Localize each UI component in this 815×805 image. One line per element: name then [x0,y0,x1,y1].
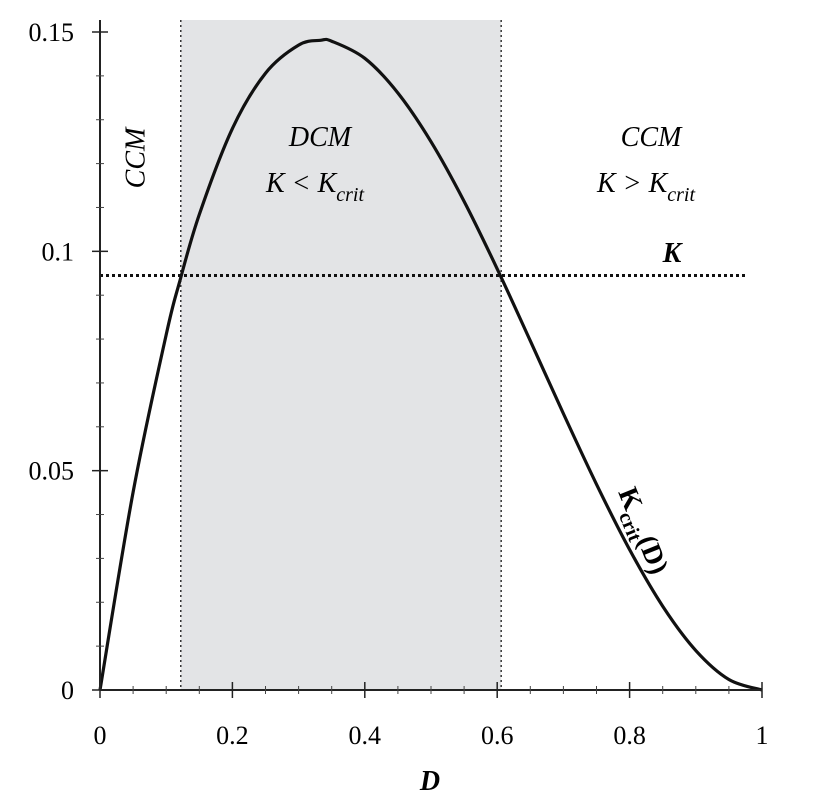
right-region-label: CCM [621,122,683,153]
threshold-label: K [662,238,684,269]
middle-condition-main: K < K [265,168,338,199]
right-condition-main: K > K [596,168,669,199]
right-condition-sub: crit [667,184,695,206]
middle-region-condition: K < Kcrit [265,168,364,206]
x-tick-label: 0 [94,721,107,750]
x-tick-label: 0.4 [349,721,382,750]
y-tick-label: 0.1 [42,237,75,266]
x-axis-title: D [419,766,440,797]
y-tick-label: 0.05 [29,457,75,486]
middle-condition-sub: crit [336,184,364,206]
kcrit-curve [98,37,763,692]
shaded-region [180,20,502,690]
middle-region-label: DCM [288,122,353,153]
x-tick-label: 1 [756,721,769,750]
x-tick-label: 0.8 [613,721,646,750]
y-tick-label: 0 [61,676,74,705]
right-region-condition: K > Kcrit [596,168,695,206]
x-tick-label: 0.6 [481,721,514,750]
y-tick-label: 0.15 [29,18,75,47]
left-region-label: CCM [120,126,151,188]
x-tick-label: 0.2 [216,721,249,750]
